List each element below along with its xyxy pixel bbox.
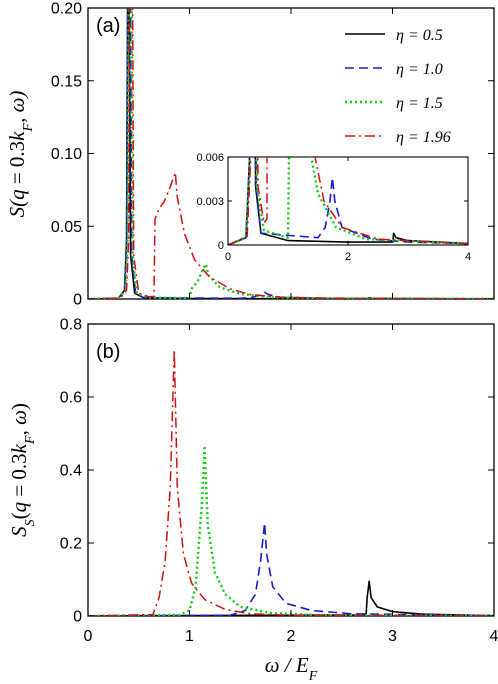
x-tick-label-2: 2 bbox=[287, 628, 296, 645]
inset-curves bbox=[228, 157, 468, 245]
panel-b-curves bbox=[88, 348, 494, 616]
panel-b-y-tick-labels: 0 0.2 0.4 0.6 0.8 bbox=[60, 317, 82, 626]
panel-b-series-1 bbox=[88, 522, 494, 616]
panel-b-series-2 bbox=[88, 446, 494, 616]
panel-a-y-tick-label-3: 0.15 bbox=[51, 73, 82, 90]
panel-b-y-tick-label-3: 0.6 bbox=[60, 390, 82, 407]
inset: 0 0.003 0.006 0 2 4 bbox=[196, 152, 471, 263]
x-tick-labels: 0 1 2 3 4 bbox=[84, 628, 498, 645]
panel-a-y-tick-label-1: 0.05 bbox=[51, 219, 82, 236]
panel-a-curves bbox=[88, 8, 494, 299]
panel-a-frame bbox=[87, 7, 495, 300]
panel-b-series-0 bbox=[88, 580, 494, 616]
panel-a-y-tick-labels: 0 0.05 0.10 0.15 0.20 bbox=[51, 1, 82, 309]
panel-b: 0 0.2 0.4 0.6 0.8 (b) SS(q = 0.3kF, ω) bbox=[7, 317, 495, 626]
inset-y-tick-label-2: 0.006 bbox=[196, 152, 224, 164]
panel-a-ylabel: S(q = 0.3kF, ω) bbox=[5, 91, 36, 218]
inset-ticks: 0 0.003 0.006 0 2 4 bbox=[196, 152, 471, 263]
panel-a-series-1 bbox=[88, 8, 494, 299]
panel-b-y-tick-label-1: 0.2 bbox=[60, 536, 82, 553]
panel-b-ylabel: SS(q = 0.3kF, ω) bbox=[7, 403, 38, 537]
inset-y-tick-label-1: 0.003 bbox=[196, 196, 224, 208]
panel-a-series-3 bbox=[88, 8, 494, 299]
inset-x-tick-label-0: 0 bbox=[225, 251, 231, 263]
panel-b-frame bbox=[87, 323, 495, 617]
panel-b-y-tick-label-4: 0.8 bbox=[60, 317, 82, 334]
panel-a-series-0 bbox=[88, 8, 494, 299]
x-tick-label-4: 4 bbox=[490, 628, 498, 645]
panel-a-y-tick-label-4: 0.20 bbox=[51, 1, 82, 18]
inset-series-1 bbox=[228, 157, 468, 245]
x-tick-label-1: 1 bbox=[185, 628, 194, 645]
panel-b-y-tick-label-0: 0 bbox=[73, 609, 82, 626]
panel-a-y-tick-label-2: 0.10 bbox=[51, 146, 82, 163]
legend-label-3: η = 1.96 bbox=[396, 129, 451, 146]
inset-x-tick-label-2: 4 bbox=[465, 251, 471, 263]
panel-b-label: (b) bbox=[96, 341, 120, 363]
panel-a: 0 0.05 0.10 0.15 0.20 (a) S(q = 0.3kF, ω) η … bbox=[5, 1, 495, 309]
panel-a-label: (a) bbox=[96, 15, 120, 37]
x-tick-label-0: 0 bbox=[84, 628, 93, 645]
panel-a-ticks bbox=[87, 7, 495, 300]
panel-b-ticks bbox=[87, 323, 495, 617]
panel-a-y-tick-label-0: 0 bbox=[73, 292, 82, 309]
legend-label-0: η = 0.5 bbox=[396, 27, 443, 44]
inset-background bbox=[227, 156, 469, 246]
x-tick-label-3: 3 bbox=[388, 628, 397, 645]
legend-label-2: η = 1.5 bbox=[396, 95, 443, 112]
inset-y-tick-label-0: 0 bbox=[218, 240, 224, 252]
x-axis-title: ω / EF bbox=[265, 653, 318, 684]
inset-x-tick-label-1: 2 bbox=[345, 251, 351, 263]
panel-b-y-tick-label-2: 0.4 bbox=[60, 463, 82, 480]
legend: η = 0.5 η = 1.0 η = 1.5 η = 1.96 bbox=[345, 27, 451, 146]
panel-b-series-3 bbox=[88, 348, 494, 616]
panel-a-series-2 bbox=[88, 8, 494, 299]
legend-label-1: η = 1.0 bbox=[396, 61, 443, 78]
